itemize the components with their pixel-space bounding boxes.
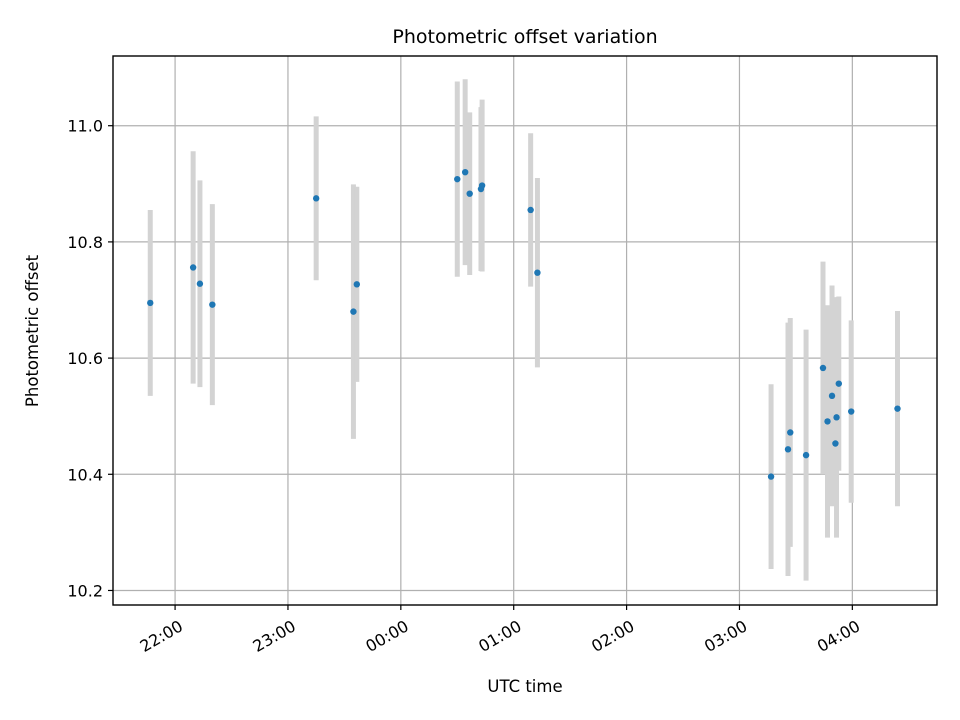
data-point: [824, 418, 831, 425]
y-tick-label: 10.8: [67, 233, 103, 252]
data-point: [209, 301, 216, 308]
data-point: [466, 190, 473, 197]
grid-layer: [113, 56, 937, 605]
data-point: [767, 473, 775, 480]
y-tick-label: 10.6: [67, 349, 103, 368]
x-axis-label: UTC time: [487, 677, 562, 696]
y-tick-label: 10.2: [67, 581, 103, 600]
data-point: [196, 280, 204, 287]
data-point: [527, 206, 534, 214]
data-point: [787, 429, 794, 436]
data-point: [189, 264, 197, 271]
data-point: [312, 195, 320, 202]
data-point: [534, 269, 541, 276]
chart-title: Photometric offset variation: [392, 26, 657, 48]
data-point: [832, 440, 839, 447]
y-tick-label: 11.0: [67, 117, 103, 136]
data-point: [802, 451, 810, 459]
data-point: [454, 175, 461, 183]
data-point: [835, 380, 842, 387]
data-point: [353, 281, 361, 288]
data-point: [784, 446, 792, 453]
data-points: [147, 168, 901, 480]
data-point: [828, 392, 836, 400]
data-point: [461, 168, 469, 176]
data-point: [848, 408, 855, 415]
data-point: [350, 308, 357, 315]
data-point: [819, 364, 827, 372]
plot-frame: [112, 55, 938, 606]
data-point: [147, 299, 154, 307]
data-point: [894, 405, 901, 412]
data-point: [833, 414, 840, 421]
y-tick-label: 10.4: [67, 465, 103, 484]
y-axis-label: Photometric offset: [23, 254, 42, 407]
data-point: [478, 182, 486, 189]
